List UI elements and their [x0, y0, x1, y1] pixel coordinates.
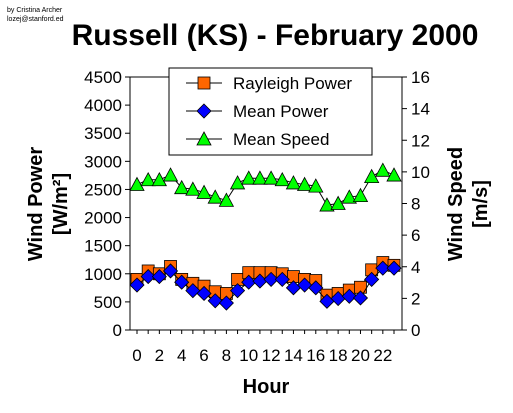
data-point	[174, 179, 190, 195]
right-axis-tick-label: 0	[411, 321, 420, 340]
chart-title-text: Russell (KS) - February 2000	[72, 19, 479, 52]
left-axis-tick-label: 2500	[84, 180, 122, 199]
x-axis-tick-label: 8	[222, 346, 231, 365]
data-point	[196, 285, 212, 302]
data-point	[129, 277, 145, 293]
data-point	[229, 283, 246, 299]
left-axis-tick-label: 4500	[84, 68, 122, 87]
data-point	[364, 271, 380, 287]
right-axis-title-line-1: Wind Speed	[445, 147, 467, 261]
left-axis-tick-label: 4000	[84, 96, 122, 115]
left-axis-tick-label: 0	[113, 321, 122, 340]
data-point	[375, 162, 391, 177]
legend-marker	[197, 76, 211, 90]
x-axis-tick-label: 20	[351, 346, 370, 365]
data-point	[174, 274, 190, 290]
x-axis-title: Hour	[243, 376, 290, 398]
data-point	[285, 175, 302, 190]
data-point	[352, 290, 369, 306]
data-point	[319, 197, 335, 212]
data-point	[252, 170, 268, 185]
plot-area: 0500100015002000250030003500400045000246…	[25, 68, 492, 398]
credit-line-1: by Cristina Archer	[7, 7, 63, 14]
left-axis-title-line-2: [W/m²]	[50, 173, 72, 235]
data-point	[386, 260, 402, 276]
x-axis-tick-label: 6	[199, 346, 208, 365]
x-axis-tick-label: 10	[239, 346, 258, 365]
right-axis-tick-label: 12	[411, 131, 430, 150]
left-axis-tick-label: 500	[94, 293, 122, 312]
data-point	[162, 263, 179, 279]
data-point	[274, 171, 290, 187]
legend: Rayleigh Power Mean Power Mean Speed	[168, 67, 373, 156]
data-point	[296, 176, 313, 191]
right-axis-tick-label: 6	[411, 226, 420, 245]
right-axis-tick-label: 4	[411, 258, 420, 277]
data-point	[352, 187, 369, 202]
legend-label: Rayleigh Power	[233, 74, 352, 93]
data-point	[297, 277, 313, 293]
data-point	[140, 171, 156, 187]
legend-marker	[196, 131, 212, 146]
data-point	[308, 178, 324, 193]
left-axis-title-line-1: Wind Power	[25, 147, 47, 261]
legend-label: Mean Speed	[233, 130, 329, 149]
data-point	[129, 176, 145, 191]
data-point	[263, 271, 279, 287]
data-point	[185, 283, 201, 299]
data-point	[162, 167, 179, 182]
x-axis-tick-label: 4	[177, 346, 186, 365]
data-point	[218, 192, 235, 207]
data-point	[229, 175, 246, 190]
data-point	[196, 184, 212, 199]
data-point	[341, 288, 357, 304]
data-point	[140, 269, 156, 285]
data-point	[274, 271, 290, 287]
data-point	[241, 170, 257, 185]
data-point	[341, 189, 357, 204]
data-point	[363, 168, 380, 184]
data-point	[375, 260, 391, 276]
right-axis-tick-label: 10	[411, 163, 430, 182]
data-point	[241, 274, 257, 290]
right-axis-tick-label: 2	[411, 289, 420, 308]
left-axis-tick-label: 3500	[84, 124, 122, 143]
data-point	[330, 195, 346, 210]
chart-title: Russell (KS) - February 2000	[72, 19, 479, 52]
data-point	[151, 269, 167, 285]
data-point	[263, 170, 279, 185]
left-axis-tick-label: 2000	[84, 209, 122, 228]
legend-marker	[196, 103, 212, 119]
data-point	[185, 181, 201, 196]
right-axis-tick-label: 8	[411, 195, 420, 214]
data-point	[218, 295, 234, 311]
data-point	[207, 189, 223, 204]
data-point	[386, 167, 402, 182]
left-axis-tick-label: 1500	[84, 237, 122, 256]
data-point	[207, 293, 223, 309]
x-axis-tick-label: 12	[262, 346, 281, 365]
left-axis-tick-label: 1000	[84, 265, 122, 284]
legend-label: Mean Power	[233, 102, 329, 121]
right-axis-title-line-2: [m/s]	[470, 180, 492, 228]
right-axis-tick-label: 14	[411, 100, 430, 119]
x-axis-tick-label: 2	[155, 346, 164, 365]
x-axis-tick-label: 14	[284, 346, 303, 365]
x-axis-tick-label: 22	[373, 346, 392, 365]
x-axis-tick-label: 0	[132, 346, 141, 365]
credit-line-2: lozej@stanford.ed	[7, 16, 64, 23]
left-axis-tick-label: 3000	[84, 152, 122, 171]
x-axis-tick-label: 18	[329, 346, 348, 365]
data-point	[308, 280, 324, 296]
left-axis-title: Wind Power [W/m²]	[25, 147, 72, 261]
x-axis-tick-label: 16	[306, 346, 325, 365]
right-axis-title: Wind Speed [m/s]	[445, 147, 492, 261]
right-axis-tick-label: 16	[411, 68, 430, 87]
data-point	[151, 171, 168, 187]
